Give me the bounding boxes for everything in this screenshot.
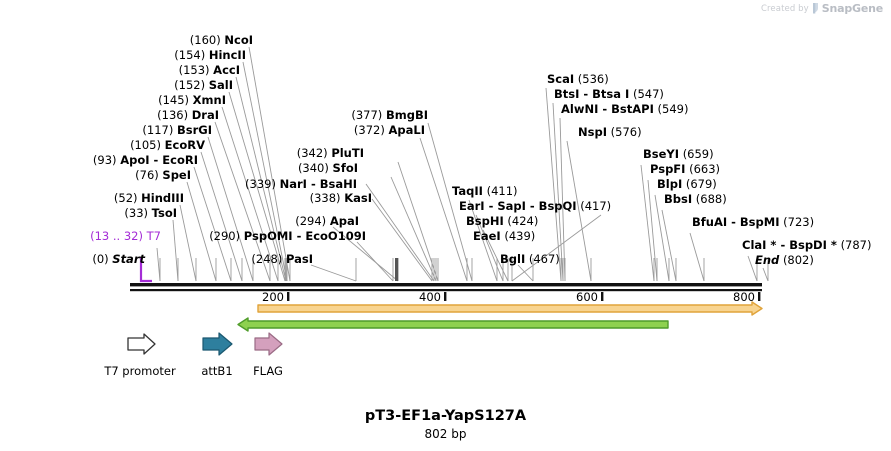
site-label-acci[interactable]: (153) AccI bbox=[178, 63, 240, 77]
site-label-bsrgi[interactable]: (117) BsrGI bbox=[142, 123, 212, 137]
site-label-sali[interactable]: (152) SalI bbox=[174, 78, 233, 92]
site-label-btsi-btsai[interactable]: BtsI - Btsa I (547) bbox=[554, 87, 664, 101]
site-label-bgli[interactable]: BglI (467) bbox=[500, 252, 560, 266]
site-label-pspfi[interactable]: PspFI (663) bbox=[650, 162, 721, 176]
site-label-spei[interactable]: (76) SpeI bbox=[135, 168, 191, 182]
legend-flag[interactable]: FLAG bbox=[240, 330, 296, 378]
page-title: pT3-EF1a-YapS127A bbox=[364, 408, 527, 424]
site-label-clai-bspdi[interactable]: ClaI * - BspDI * (787) bbox=[742, 238, 872, 252]
axis-tick-200: 200 bbox=[262, 290, 284, 304]
site-label-t7[interactable]: (13 .. 32) T7 bbox=[90, 229, 161, 243]
site-label-blpi[interactable]: BlpI (679) bbox=[657, 177, 717, 191]
axis-tick-400: 400 bbox=[419, 290, 441, 304]
site-label-drai[interactable]: (136) DraI bbox=[157, 108, 219, 122]
site-label-scai[interactable]: ScaI (536) bbox=[547, 72, 609, 86]
site-label-apali[interactable]: (372) ApaLI bbox=[353, 123, 425, 137]
site-label-ncoi[interactable]: (160) NcoI bbox=[189, 33, 253, 47]
legend-t7-promoter[interactable]: T7 promoter bbox=[96, 330, 184, 378]
legend-label-attb1: attB1 bbox=[201, 364, 233, 378]
site-label-pasi[interactable]: (248) PasI bbox=[251, 252, 313, 266]
site-label-sfoi[interactable]: (340) SfoI bbox=[297, 161, 358, 175]
site-label-bseyi[interactable]: BseYI (659) bbox=[643, 147, 714, 161]
legend-attb1[interactable]: attB1 bbox=[186, 330, 248, 378]
orf-track bbox=[257, 301, 763, 316]
site-label-apai[interactable]: (294) ApaI bbox=[295, 214, 359, 228]
arrow-right-solid-icon bbox=[202, 332, 233, 356]
site-label-hindiii[interactable]: (52) HindIII bbox=[113, 191, 184, 205]
site-label-bfuai-bspmi[interactable]: BfuAI - BspMI (723) bbox=[692, 215, 815, 229]
watermark-brand: SnapGene bbox=[821, 2, 883, 15]
site-label-end[interactable]: End (802) bbox=[755, 253, 814, 267]
plasmid-length: 802 bp bbox=[424, 427, 467, 441]
site-label-tsoi[interactable]: (33) TsoI bbox=[124, 206, 177, 220]
snapgene-watermark: Created by SnapGene bbox=[761, 2, 883, 15]
legend-label-t7-promoter: T7 promoter bbox=[104, 364, 176, 378]
watermark-prefix: Created by bbox=[760, 3, 809, 14]
site-label-pspomi-ecoo109i[interactable]: (290) PspOMI - EcoO109I bbox=[209, 229, 366, 243]
legend-label-flag: FLAG bbox=[253, 364, 283, 378]
arrow-right-solid-icon bbox=[254, 332, 283, 356]
site-label-bsphi[interactable]: BspHI (424) bbox=[466, 214, 539, 228]
site-label-ecorv[interactable]: (105) EcoRV bbox=[130, 138, 205, 152]
site-label-eari-sapi-bspqi[interactable]: EarI - SapI - BspQI (417) bbox=[459, 199, 612, 213]
site-label-start[interactable]: (0) Start bbox=[92, 252, 145, 266]
site-label-apoi-ecori[interactable]: (93) ApoI - EcoRI bbox=[92, 153, 198, 167]
axis-tick-600: 600 bbox=[576, 290, 598, 304]
axis-tick-800: 800 bbox=[733, 290, 755, 304]
site-label-eaei[interactable]: EaeI (439) bbox=[473, 229, 536, 243]
snapgene-logo-icon bbox=[812, 2, 819, 15]
site-label-nspi[interactable]: NspI (576) bbox=[578, 125, 642, 139]
site-label-alwni-bstapi[interactable]: AlwNI - BstAPI (549) bbox=[561, 102, 689, 116]
site-label-bbsi[interactable]: BbsI (688) bbox=[664, 192, 727, 206]
site-label-pluti[interactable]: (342) PluTI bbox=[296, 146, 364, 160]
arrow-right-outline-icon bbox=[127, 333, 156, 355]
site-label-nari-bsahi[interactable]: (339) NarI - BsaHI bbox=[245, 177, 357, 191]
site-label-bmgbi[interactable]: (377) BmgBI bbox=[351, 108, 428, 122]
cds-track bbox=[237, 317, 669, 332]
site-label-xmni[interactable]: (145) XmnI bbox=[158, 93, 226, 107]
site-label-taqii[interactable]: TaqII (411) bbox=[452, 184, 518, 198]
site-label-hincii[interactable]: (154) HincII bbox=[174, 48, 246, 62]
site-label-kasi[interactable]: (338) KasI bbox=[309, 191, 372, 205]
